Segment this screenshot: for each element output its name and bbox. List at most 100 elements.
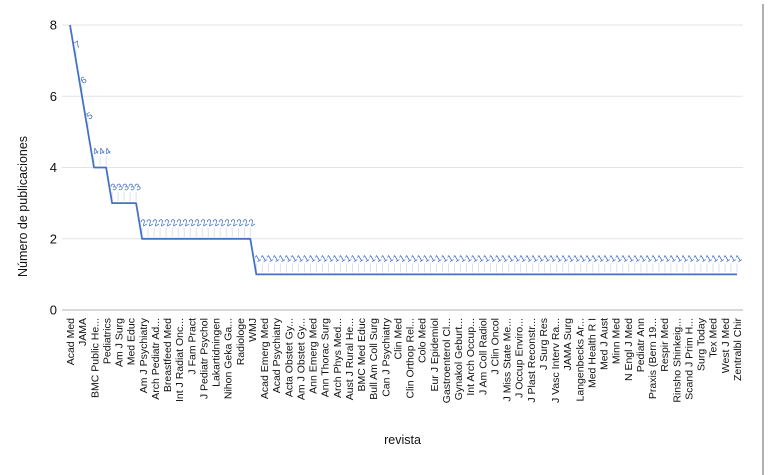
x-tick-label: Nihon Geka Ga... bbox=[223, 318, 235, 399]
x-tick-label: Tex Med bbox=[708, 318, 720, 358]
x-tick-label: Ann Emerg Med bbox=[308, 318, 320, 394]
x-tick-label: Clin Orthop Rel... bbox=[405, 318, 417, 399]
data-label: 1 bbox=[403, 253, 413, 265]
data-label: 1 bbox=[596, 253, 606, 265]
data-label: 1 bbox=[529, 253, 539, 265]
data-label: 7 bbox=[73, 39, 83, 51]
x-tick-label: J Clin Oncol bbox=[490, 318, 502, 375]
data-label: 2 bbox=[247, 217, 257, 229]
x-tick-label: Acad Med bbox=[65, 318, 77, 365]
data-label: 1 bbox=[602, 253, 612, 265]
data-label: 3 bbox=[133, 182, 143, 194]
data-label: 1 bbox=[511, 253, 521, 265]
data-label: 3 bbox=[121, 182, 131, 194]
data-label: 1 bbox=[385, 253, 395, 265]
data-label: 2 bbox=[205, 217, 215, 229]
x-tick-label: J Pediatr Psychol bbox=[198, 318, 210, 399]
data-label: 1 bbox=[415, 253, 425, 265]
data-label: 1 bbox=[355, 253, 365, 265]
x-tick-label: Can J Psychiatry bbox=[380, 317, 392, 397]
data-label: 1 bbox=[307, 253, 317, 265]
data-label: 1 bbox=[644, 253, 654, 265]
data-label: 1 bbox=[457, 253, 467, 265]
data-label: 1 bbox=[590, 253, 600, 265]
x-tick-label: J Fam Pract bbox=[186, 318, 198, 375]
data-label: 1 bbox=[662, 253, 672, 265]
data-label: 4 bbox=[97, 146, 107, 158]
data-label: 1 bbox=[343, 253, 353, 265]
x-tick-label: Scand J Prim H... bbox=[684, 318, 696, 400]
x-tick-label: BMC Public He... bbox=[89, 318, 101, 398]
x-tick-label: Minn Med bbox=[611, 318, 623, 364]
data-label: 1 bbox=[445, 253, 455, 265]
x-tick-label: Acta Obstet Gy... bbox=[283, 318, 295, 397]
x-tick-label: Praxis (Bern 19... bbox=[647, 318, 659, 399]
data-label: 1 bbox=[674, 253, 684, 265]
x-tick-label: Acad Emerg Med bbox=[259, 318, 271, 399]
y-tick-label: 0 bbox=[50, 303, 57, 318]
y-axis-title: Número de publicaciones bbox=[16, 135, 30, 277]
y-tick-label: 2 bbox=[50, 231, 57, 246]
data-label: 1 bbox=[638, 253, 648, 265]
data-label: 2 bbox=[199, 217, 209, 229]
data-label: 1 bbox=[692, 253, 702, 265]
x-tick-label: Ann Thorac Surg bbox=[320, 318, 332, 397]
data-label: 2 bbox=[211, 217, 221, 229]
x-tick-label: Am J Obstet Gy... bbox=[295, 318, 307, 400]
x-tick-label: Int J Radiat Onc... bbox=[174, 318, 186, 402]
x-tick-label: Gastroenterol Cl... bbox=[441, 318, 453, 403]
data-label: 1 bbox=[421, 253, 431, 265]
data-label: 1 bbox=[325, 253, 335, 265]
data-label: 1 bbox=[295, 253, 305, 265]
data-label: 1 bbox=[517, 253, 527, 265]
data-label: 2 bbox=[223, 217, 233, 229]
data-label: 1 bbox=[427, 253, 437, 265]
data-label: 1 bbox=[271, 253, 281, 265]
data-label: 1 bbox=[469, 253, 479, 265]
data-label: 1 bbox=[379, 253, 389, 265]
x-tick-label: JAMA Surg bbox=[562, 318, 574, 371]
data-label: 1 bbox=[493, 253, 503, 265]
data-label: 1 bbox=[265, 253, 275, 265]
x-tick-label: West J Med bbox=[720, 318, 732, 373]
data-label: 2 bbox=[229, 217, 239, 229]
data-label: 1 bbox=[608, 253, 618, 265]
data-label: 1 bbox=[505, 253, 515, 265]
data-label: 1 bbox=[409, 253, 419, 265]
data-label: 1 bbox=[499, 253, 509, 265]
data-label: 1 bbox=[614, 253, 624, 265]
data-label: 2 bbox=[145, 217, 155, 229]
x-tick-label: Clin Med bbox=[392, 318, 404, 360]
data-label: 2 bbox=[193, 217, 203, 229]
data-label: 1 bbox=[559, 253, 569, 265]
x-tick-label: Langenbecks Ar... bbox=[574, 318, 586, 401]
x-tick-label: Aust J Rural He... bbox=[344, 318, 356, 400]
data-label: 1 bbox=[475, 253, 485, 265]
data-label: 2 bbox=[163, 217, 173, 229]
data-label: 1 bbox=[578, 253, 588, 265]
x-tick-label: J Surg Res bbox=[538, 318, 550, 370]
x-tick-label: Zentralbl Chir bbox=[732, 318, 744, 382]
x-tick-label: J Am Coll Radiol bbox=[477, 318, 489, 395]
series-line bbox=[69, 24, 737, 276]
data-label: 1 bbox=[313, 253, 323, 265]
data-label: 1 bbox=[584, 253, 594, 265]
data-label: 4 bbox=[103, 146, 113, 158]
x-tick-label: J Plast Reconstr... bbox=[526, 318, 538, 403]
data-label: 1 bbox=[433, 253, 443, 265]
data-label: 3 bbox=[127, 182, 137, 194]
x-tick-label: Med J Aust bbox=[599, 318, 611, 370]
data-label: 1 bbox=[451, 253, 461, 265]
data-label: 1 bbox=[367, 253, 377, 265]
data-label: 1 bbox=[572, 253, 582, 265]
data-label: 1 bbox=[626, 253, 636, 265]
data-label: 1 bbox=[728, 253, 738, 265]
data-label: 1 bbox=[710, 253, 720, 265]
data-label: 1 bbox=[331, 253, 341, 265]
data-label: 1 bbox=[337, 253, 347, 265]
data-label: 6 bbox=[79, 75, 89, 87]
x-tick-label: Pediatrics bbox=[101, 318, 113, 364]
x-tick-label: Rinsho Shinkeig... bbox=[671, 318, 683, 403]
data-label: 1 bbox=[547, 253, 557, 265]
